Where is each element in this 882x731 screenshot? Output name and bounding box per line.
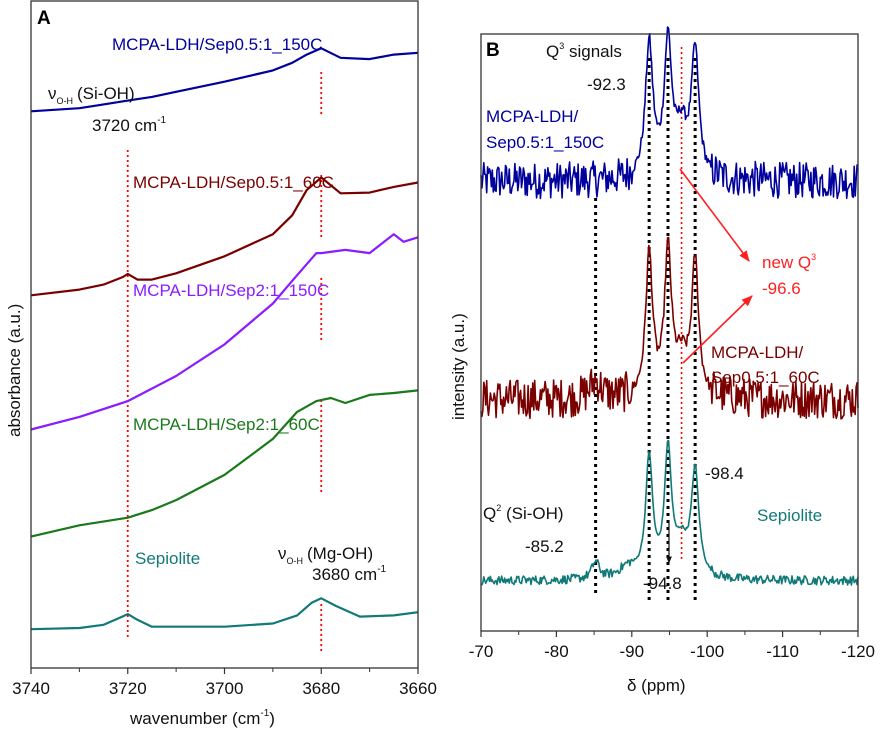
- x-tick-label-a: 3680: [302, 679, 340, 698]
- x-tick-label-b: -90: [620, 642, 645, 661]
- series-line-a-1: [30, 176, 419, 297]
- x-tick-label-b: -100: [690, 642, 724, 661]
- series-label-sep2-60c: MCPA-LDH/Sep2:1_60C: [133, 415, 320, 434]
- annotation-94-8: -94.8: [643, 574, 682, 593]
- x-tick-label-b: -110: [766, 642, 799, 661]
- series-label-sep05-60c: MCPA-LDH/Sep0.5:1_60C: [133, 173, 334, 192]
- annotation-mg-oh: νO-H (Mg-OH): [278, 544, 373, 566]
- annotation-3720: 3720 cm-1: [92, 115, 167, 135]
- annotation-q2-si-oh: Q2 (Si-OH): [483, 503, 564, 523]
- series-line-a-0: [30, 47, 419, 113]
- annotation-new-q3: new Q3: [762, 252, 816, 272]
- series-label-b-sep05-150c-line1: MCPA-LDH/: [486, 107, 579, 126]
- reference-lines-b: [594, 47, 697, 600]
- series-label-b-sepiolite: Sepiolite: [757, 506, 822, 525]
- x-ticks-a: 3740 3720 3700 3680 3660: [12, 668, 437, 698]
- x-tick-label-b: -80: [544, 642, 569, 661]
- panel-b: -70 -80 -90 -100 -110 -120 B Q3 signals -92.3…: [449, 26, 875, 695]
- x-tick-label-b: -120: [841, 642, 875, 661]
- series-label-b-sep05-60c-line1: MCPA-LDH/: [711, 343, 804, 362]
- series-label-sep05-150c: MCPA-LDH/Sep0.5:1_150C: [112, 35, 322, 54]
- annotation-98-4: -98.4: [705, 464, 744, 483]
- arrow-new-q3-upper: [679, 168, 750, 262]
- x-tick-label-a: 3720: [109, 679, 147, 698]
- series-line-b-2: [480, 439, 859, 586]
- panel-a: 3740 3720 3700 3680 3660 A MCPA-LDH/Sep0.5:1…: [5, 0, 437, 728]
- series-line-a-3: [30, 389, 419, 538]
- x-tick-label-a: 3700: [206, 679, 244, 698]
- series-label-b-sep05-60c-line2: Sep0.5:1_60C: [711, 368, 820, 387]
- arrow-new-q3-lower: [682, 295, 753, 364]
- annotation-85-2: -85.2: [525, 537, 564, 556]
- x-axis-label-a: wavenumber (cm-1): [129, 708, 275, 728]
- annotation-96-6: -96.6: [762, 279, 801, 298]
- y-axis-label-b: intensity (a.u.): [449, 313, 468, 420]
- x-tick-label-a: 3740: [12, 679, 50, 698]
- x-ticks-b: -70 -80 -90 -100 -110 -120: [469, 631, 875, 661]
- series-group-b: [480, 26, 859, 586]
- series-label-sepiolite: Sepiolite: [135, 549, 200, 568]
- annotation-92-3: -92.3: [587, 75, 626, 94]
- series-line-b-1: [480, 236, 859, 420]
- series-label-b-sep05-150c-line2: Sep0.5:1_150C: [486, 133, 604, 152]
- annotation-si-oh: νO-H (Si-OH): [48, 84, 135, 106]
- series-line-a-2: [30, 233, 419, 431]
- x-axis-label-b: δ (ppm): [627, 676, 686, 695]
- x-tick-label-a: 3660: [399, 679, 437, 698]
- panel-label-b: B: [486, 40, 500, 61]
- annotation-3680: 3680 cm-1: [312, 564, 387, 584]
- x-tick-label-b: -70: [469, 642, 494, 661]
- series-label-sep2-150c: MCPA-LDH/Sep2:1_150C: [133, 281, 329, 300]
- series-group-a: [30, 47, 419, 631]
- y-axis-label-a: absorbance (a.u.): [5, 304, 24, 437]
- reference-lines-a: [126, 72, 323, 653]
- series-line-a-4: [30, 597, 419, 631]
- series-line-b-0: [480, 26, 859, 200]
- panel-label-a: A: [37, 8, 51, 29]
- annotation-q3-signals: Q3 signals: [546, 41, 622, 61]
